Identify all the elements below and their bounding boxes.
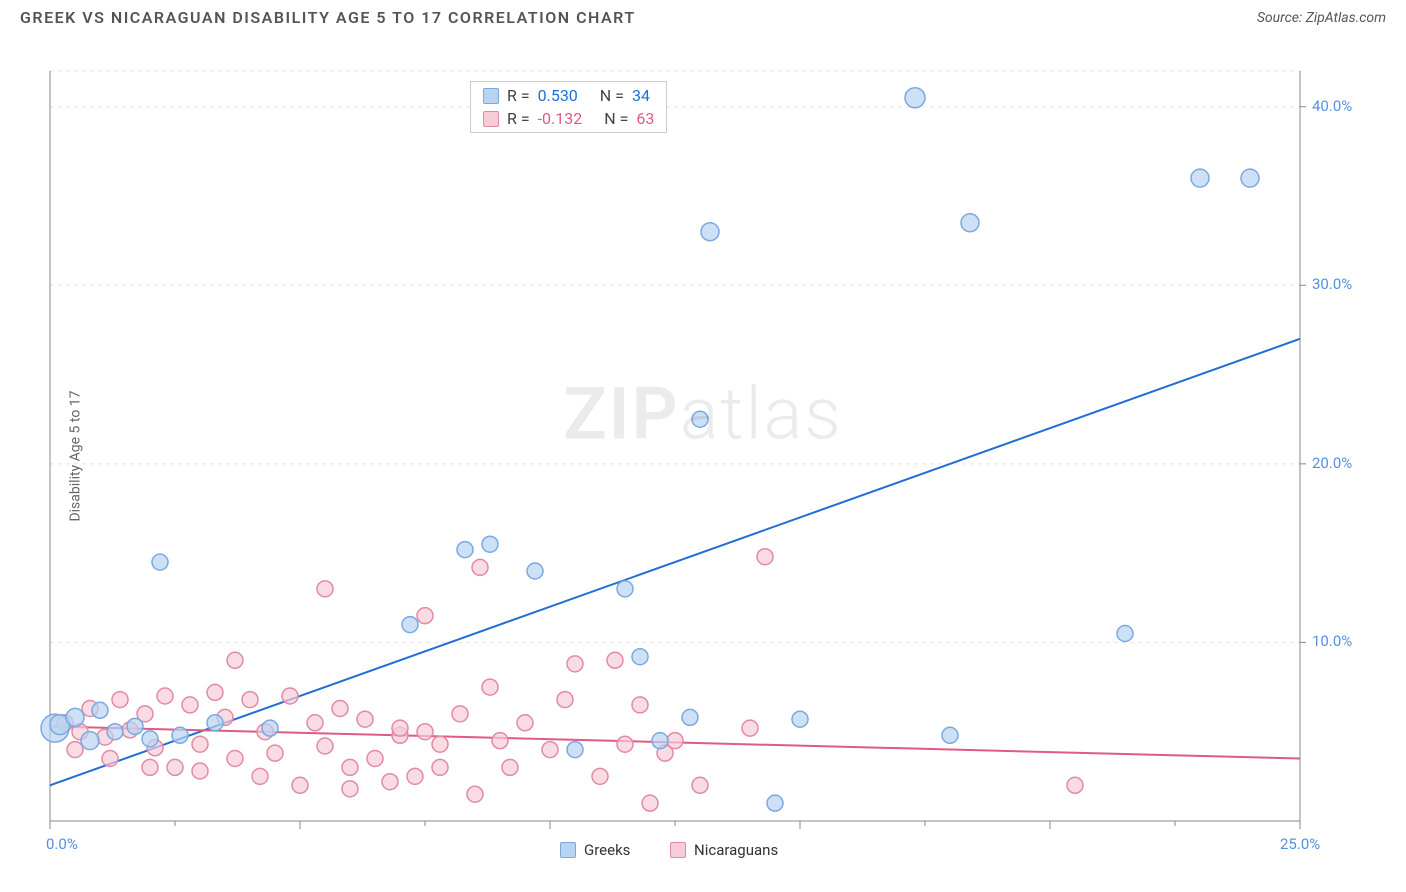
swatch-icon [483,111,499,127]
y-tick-label: 10.0% [1312,632,1352,650]
legend-nicaraguans: Nicaraguans [670,841,778,859]
x-tick-label: 0.0% [46,835,78,853]
x-tick-label: 25.0% [1280,835,1320,853]
chart-area: Disability Age 5 to 17 ZIPatlas R = 0.53… [0,31,1406,881]
correlation-stats-box: R = 0.530 N = 34 R = -0.132 N = 63 [470,81,667,133]
y-axis-label: Disability Age 5 to 17 [68,390,84,521]
swatch-icon [670,842,686,858]
y-tick-label: 30.0% [1312,275,1352,293]
y-tick-label: 20.0% [1312,454,1352,472]
stats-row-greeks: R = 0.530 N = 34 [471,84,666,107]
scatter-plot [0,31,1360,881]
stats-row-nicaraguans: R = -0.132 N = 63 [471,107,666,130]
legend-greeks: Greeks [560,841,630,859]
swatch-icon [560,842,576,858]
y-tick-label: 40.0% [1312,97,1352,115]
swatch-icon [483,88,499,104]
chart-title: GREEK VS NICARAGUAN DISABILITY AGE 5 TO … [20,8,636,27]
source-attribution: Source: ZipAtlas.com [1257,10,1386,26]
